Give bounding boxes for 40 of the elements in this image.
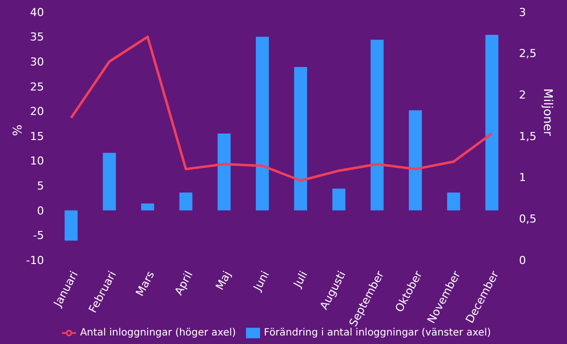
bar bbox=[294, 67, 308, 210]
x-tick-label: Maj bbox=[213, 268, 234, 292]
bar bbox=[102, 152, 116, 210]
y-tick-label: -10 bbox=[26, 254, 44, 267]
bar bbox=[256, 36, 269, 210]
y-axis-title: % bbox=[10, 124, 24, 136]
bar bbox=[485, 34, 498, 210]
y2-tick-label: 3 bbox=[519, 6, 526, 19]
y-tick-label: 35 bbox=[30, 30, 44, 44]
bar bbox=[179, 192, 192, 210]
y2-tick-label: 1 bbox=[519, 171, 526, 184]
y-tick-label: 20 bbox=[30, 105, 44, 118]
y-tick-label: 40 bbox=[30, 6, 44, 19]
y-tick-label: 5 bbox=[37, 180, 44, 193]
y-tick-label: 15 bbox=[30, 130, 44, 143]
line-series bbox=[70, 36, 494, 182]
x-tick-label: Juli bbox=[290, 268, 310, 290]
x-tick-label: Mars bbox=[133, 268, 158, 298]
y-tick-label: 0 bbox=[37, 204, 44, 218]
y-tick-label: 25 bbox=[30, 80, 44, 94]
bar bbox=[332, 188, 346, 210]
y2-tick-label: 0,5 bbox=[519, 212, 536, 226]
legend-label: Antal inloggningar (höger axel) bbox=[80, 328, 236, 339]
y2-axis-title: Miljoner bbox=[540, 88, 555, 136]
y-tick-label: -5 bbox=[33, 229, 44, 242]
bar bbox=[447, 192, 460, 210]
y-tick-label: 30 bbox=[30, 56, 44, 69]
x-tick-label: Juni bbox=[250, 268, 272, 294]
y2-tick-label: 2,5 bbox=[519, 47, 536, 60]
bar bbox=[64, 210, 78, 241]
bar bbox=[370, 40, 384, 210]
legend-label: Förändring i antal inloggningar (vänster axel) bbox=[264, 328, 491, 339]
y-tick-label: 10 bbox=[30, 154, 44, 168]
y2-tick-label: 2 bbox=[519, 88, 526, 102]
y2-tick-label: 1,5 bbox=[519, 130, 536, 143]
x-tick-label: April bbox=[172, 268, 196, 298]
y2-tick-label: 0 bbox=[519, 254, 526, 267]
bar bbox=[141, 203, 154, 210]
bar bbox=[218, 134, 231, 210]
bar bbox=[408, 110, 422, 210]
